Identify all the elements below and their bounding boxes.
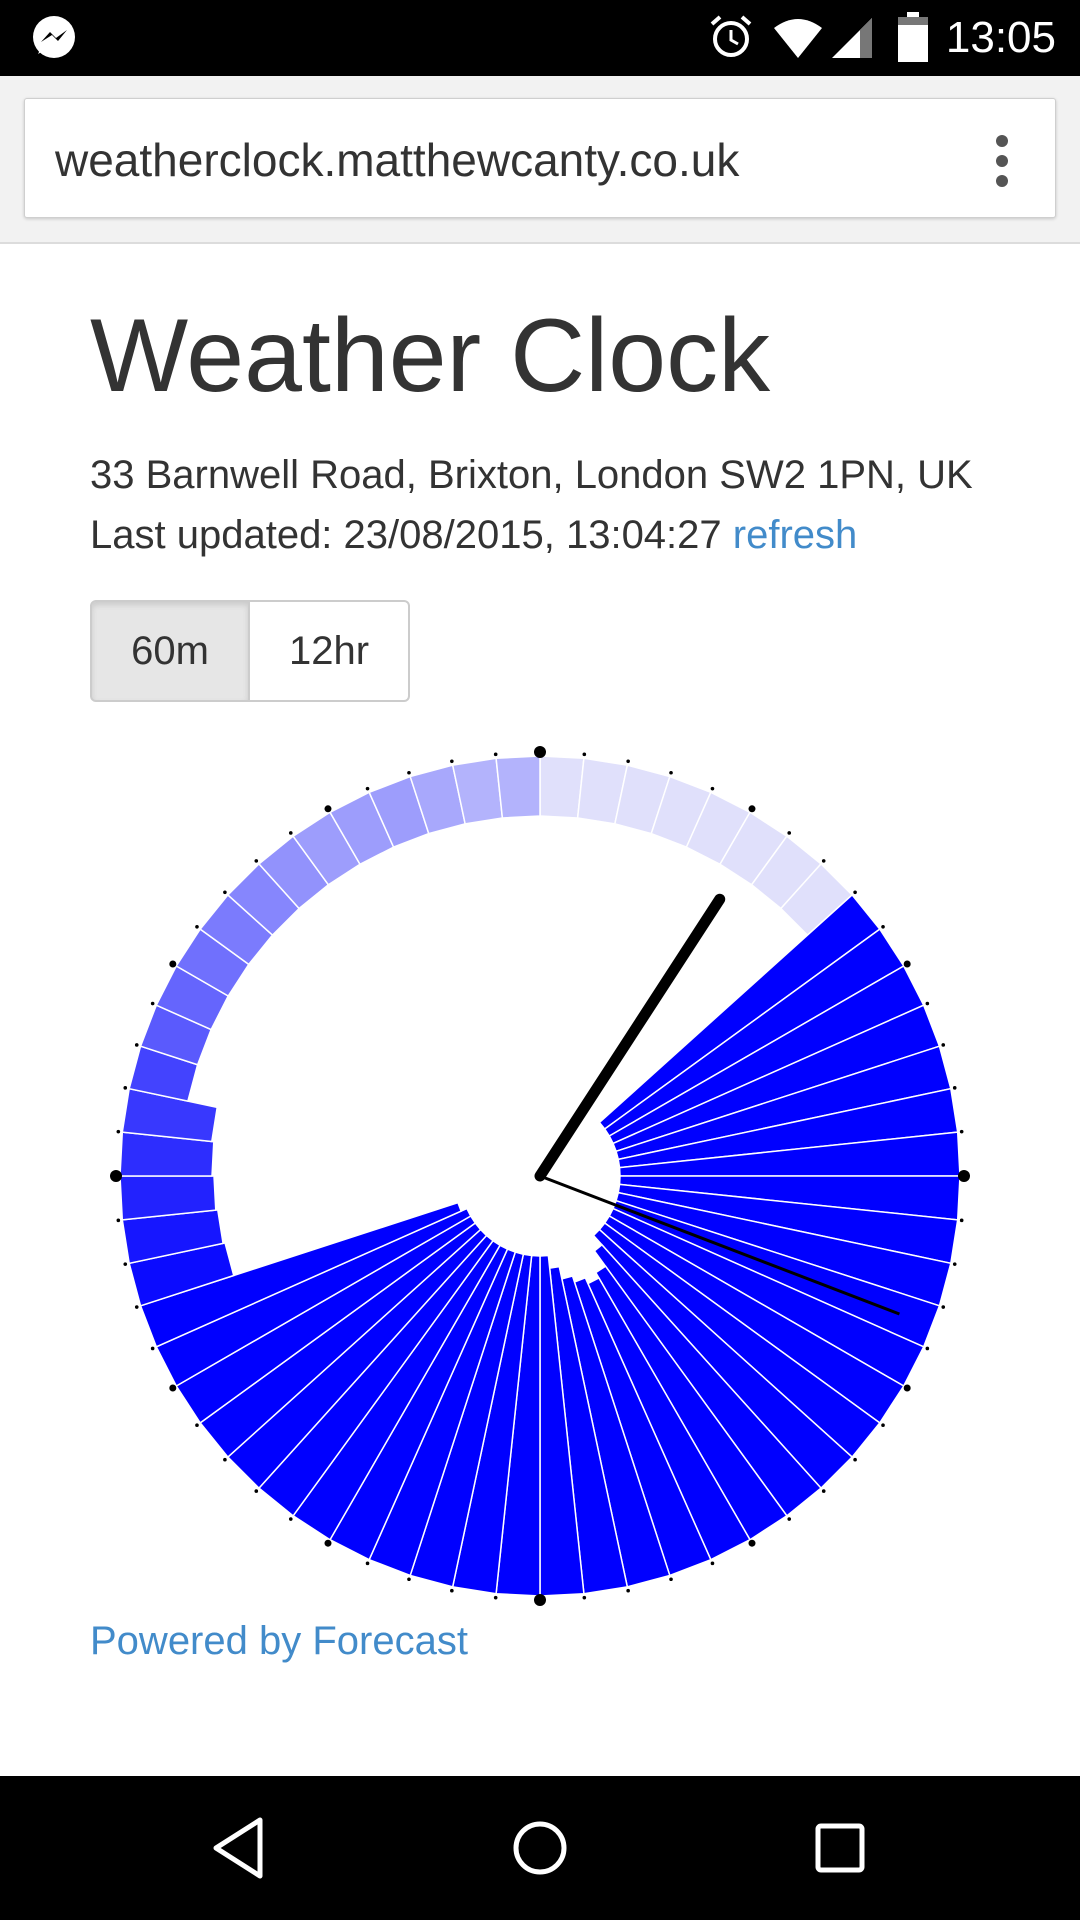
last-updated: Last updated: 23/08/2015, 13:04:27 refre… xyxy=(90,510,857,560)
clock-tick xyxy=(748,805,756,813)
clock-tick xyxy=(195,924,199,929)
clock-tick xyxy=(223,890,227,895)
address-bar[interactable]: weatherclock.matthewcanty.co.uk xyxy=(24,98,1056,218)
clock-tick xyxy=(925,1346,930,1351)
clock-tick xyxy=(881,924,885,929)
clock-tick xyxy=(787,831,792,835)
clock-tick xyxy=(952,1262,957,1266)
clock-tick xyxy=(626,759,630,764)
clock-tick xyxy=(254,1489,259,1493)
status-time: 13:05 xyxy=(945,13,1056,62)
clock-tick xyxy=(534,1594,546,1606)
battery-icon xyxy=(898,12,928,62)
clock-tick xyxy=(365,1561,370,1566)
clock-tick xyxy=(748,1539,756,1547)
clock-tick xyxy=(952,1086,957,1090)
clock-tick xyxy=(582,752,587,757)
page-content: Weather Clock 33 Barnwell Road, Brixton,… xyxy=(0,246,1080,1776)
navigation-bar xyxy=(0,1776,1080,1920)
signal-icon xyxy=(832,18,872,58)
clock-tick xyxy=(669,770,673,775)
status-bar: 13:05 xyxy=(0,0,1080,76)
clock-tick xyxy=(626,1588,630,1593)
home-icon[interactable] xyxy=(504,1812,576,1884)
clock-tick xyxy=(365,786,370,791)
clock-tick xyxy=(116,1129,121,1134)
clock-tick xyxy=(903,960,911,968)
clock-tick xyxy=(853,1457,857,1462)
clock-tick xyxy=(123,1262,128,1266)
clock-tick xyxy=(450,1588,454,1593)
clock-tick xyxy=(150,1346,155,1351)
clock-tick xyxy=(821,1489,826,1493)
hour-hand xyxy=(534,893,726,1182)
clock-tick xyxy=(710,1561,715,1566)
clock-tick xyxy=(288,831,293,835)
minute-hand xyxy=(539,1174,900,1316)
clock-tick xyxy=(254,859,259,863)
clock-tick xyxy=(169,1384,177,1392)
clock-tick xyxy=(493,1595,498,1600)
clock-tick xyxy=(493,752,498,757)
back-icon[interactable] xyxy=(204,1812,276,1884)
clock-tick xyxy=(958,1170,970,1182)
clock-tick xyxy=(941,1305,946,1309)
clock-tick xyxy=(123,1086,128,1090)
clock-tick xyxy=(959,1129,964,1134)
clock-tick xyxy=(288,1517,293,1521)
clock-tick xyxy=(941,1043,946,1047)
last-updated-text: Last updated: 23/08/2015, 13:04:27 xyxy=(90,513,722,557)
precip-ring-segment xyxy=(495,755,541,819)
refresh-link[interactable]: refresh xyxy=(732,513,858,557)
clock-tick xyxy=(821,859,826,863)
location-address: 33 Barnwell Road, Brixton, London SW2 1P… xyxy=(90,453,973,497)
clock-tick xyxy=(169,960,177,968)
clock-tick xyxy=(669,1577,673,1582)
clock-tick xyxy=(134,1043,139,1047)
clock-tick xyxy=(881,1423,885,1428)
wifi-icon xyxy=(774,19,822,58)
clock-tick xyxy=(582,1595,587,1600)
clock-tick xyxy=(534,746,546,758)
clock-tick xyxy=(407,1577,411,1582)
range-toggle: 60m 12hr xyxy=(90,600,410,702)
messenger-icon xyxy=(33,16,75,58)
weather-clock-chart xyxy=(110,746,970,1606)
recents-icon[interactable] xyxy=(804,1812,876,1884)
page-title: Weather Clock xyxy=(90,298,771,414)
toggle-60m-button[interactable]: 60m xyxy=(90,600,250,702)
clock-tick xyxy=(324,805,332,813)
clock-tick xyxy=(324,1539,332,1547)
clock-tick xyxy=(450,759,454,764)
overflow-menu-icon[interactable] xyxy=(993,135,1011,187)
powered-by-link[interactable]: Powered by Forecast xyxy=(90,1619,468,1663)
clock-tick xyxy=(853,890,857,895)
clock-tick xyxy=(925,1001,930,1006)
clock-tick xyxy=(110,1170,122,1182)
clock-tick xyxy=(134,1305,139,1309)
clock-tick xyxy=(116,1218,121,1223)
precip-ring-segment xyxy=(539,755,585,819)
clock-tick xyxy=(195,1423,199,1428)
clock-tick xyxy=(903,1384,911,1392)
clock-tick xyxy=(407,770,411,775)
clock-tick xyxy=(223,1457,227,1462)
clock-tick xyxy=(787,1517,792,1521)
clock-tick xyxy=(150,1001,155,1006)
browser-toolbar: weatherclock.matthewcanty.co.uk xyxy=(0,76,1080,244)
alarm-icon xyxy=(710,15,752,57)
clock-tick xyxy=(710,786,715,791)
url-text[interactable]: weatherclock.matthewcanty.co.uk xyxy=(55,134,740,186)
toggle-12hr-button[interactable]: 12hr xyxy=(250,600,410,702)
clock-tick xyxy=(959,1218,964,1223)
